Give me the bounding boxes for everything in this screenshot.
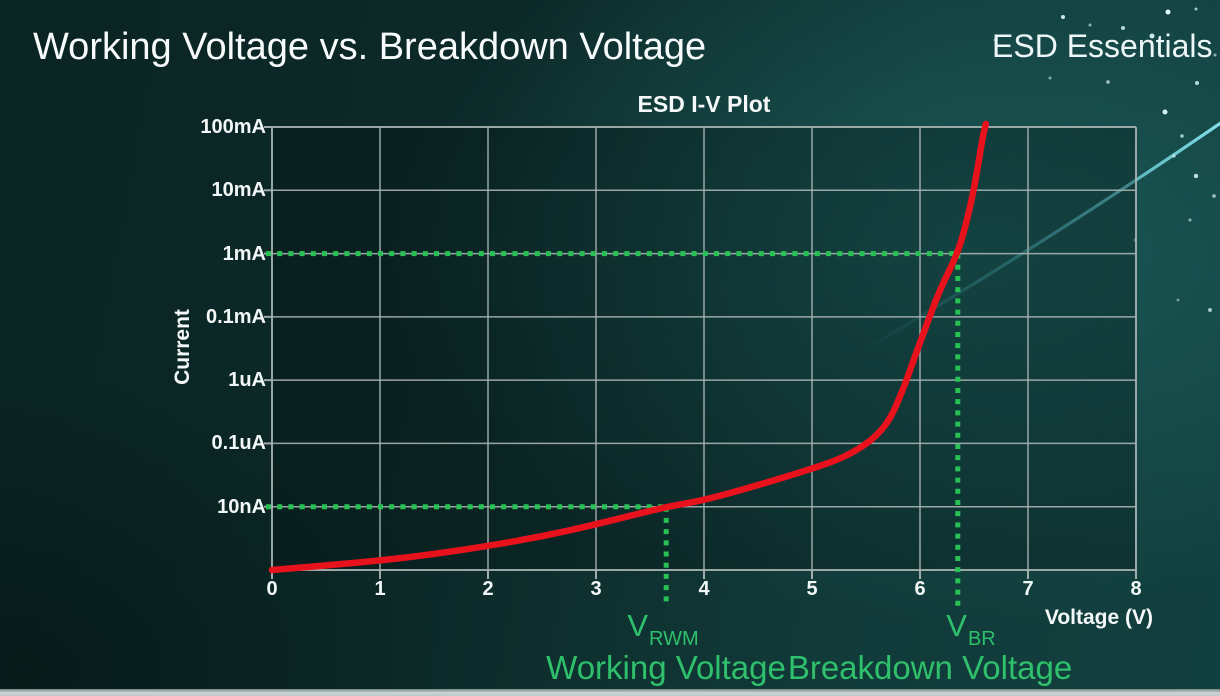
page-title: Working Voltage vs. Breakdown Voltage	[33, 26, 707, 68]
star-dot	[1088, 23, 1092, 27]
star-dot	[1162, 109, 1168, 115]
y-axis-label: 10mA	[211, 179, 266, 202]
star-dot	[1149, 33, 1155, 39]
vrwm-symbol-v: V	[627, 608, 649, 643]
y-axis-label: 10nA	[217, 495, 266, 518]
x-axis-title: Voltage (V)	[1044, 606, 1153, 629]
x-axis-label: 7	[1022, 578, 1034, 600]
x-axis-label: 4	[698, 578, 710, 600]
x-axis-label: 5	[806, 578, 818, 600]
star-dot	[1121, 26, 1125, 30]
x-axis-label: 0	[266, 578, 278, 600]
star-dot	[1188, 218, 1192, 222]
x-axis-label: 1	[374, 578, 386, 600]
x-axis-label: 6	[914, 578, 926, 600]
iv-curve	[268, 120, 990, 574]
x-axis-label: 2	[482, 578, 494, 600]
y-axis-label: 0.1mA	[205, 305, 266, 328]
vbr-symbol: VBR	[946, 608, 995, 650]
y-axis-label: 1mA	[222, 242, 266, 265]
star-dot	[1165, 9, 1171, 15]
y-axis-label: 100mA	[200, 116, 266, 138]
star-dot	[1048, 76, 1052, 80]
star-dot	[1213, 53, 1217, 57]
vrwm-symbol-sub: RWM	[649, 628, 699, 650]
vrwm-caption: Working Voltage	[546, 649, 786, 686]
vbr-caption: Breakdown Voltage	[787, 649, 1073, 686]
star-dot	[1208, 308, 1212, 312]
brand-label: ESD Essentials	[992, 28, 1213, 64]
vbr-symbol-v: V	[946, 608, 967, 643]
bottom-edge-strip	[0, 689, 1220, 696]
star-dot	[1106, 80, 1110, 84]
vbr-symbol-sub: BR	[967, 628, 996, 650]
chart-title: ESD I-V Plot	[637, 91, 771, 117]
vrwm-symbol: VRWM	[627, 608, 698, 650]
y-axis-label: 0.1uA	[211, 432, 266, 455]
y-axis-label: 1uA	[228, 369, 266, 392]
star-dot	[1194, 7, 1198, 11]
x-axis-label: 8	[1130, 578, 1142, 600]
star-dot	[1180, 134, 1184, 138]
star-dot	[1212, 194, 1216, 198]
swoosh-curve	[862, 121, 1220, 352]
star-dot	[1172, 154, 1176, 158]
x-axis-label: 3	[590, 578, 602, 600]
star-dot	[1176, 298, 1180, 302]
star-dot	[1195, 81, 1199, 85]
star-dot	[993, 38, 997, 42]
star-dot	[1061, 15, 1065, 19]
star-dot	[1193, 173, 1199, 179]
